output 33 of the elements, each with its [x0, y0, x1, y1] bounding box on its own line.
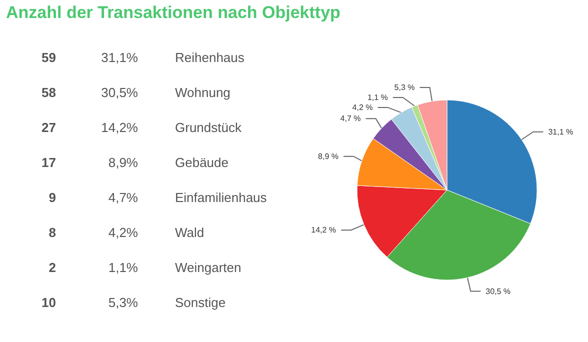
- text: Anzahl der Transaktionen nach Objekttyp: [6, 3, 340, 23]
- text: 14,2%: [100, 120, 138, 135]
- data-label: 4,2 %: [352, 102, 373, 112]
- text: Wald: [175, 225, 204, 240]
- text: 58: [40, 85, 56, 100]
- text: 1,1%: [107, 260, 138, 275]
- text: Grundstück: [175, 120, 242, 135]
- text: Gebäude: [175, 155, 228, 170]
- data-label: 8,9 %: [318, 152, 338, 161]
- text: 5,3%: [107, 295, 138, 310]
- data-label: 14,2 %: [311, 226, 336, 235]
- text: 30,5%: [100, 85, 138, 100]
- text: 4,2%: [107, 225, 138, 240]
- text: 59: [40, 50, 56, 65]
- text: 31,1%: [100, 50, 138, 65]
- text: 9: [48, 190, 56, 205]
- text: 8: [48, 225, 56, 240]
- text: Einfamilienhaus: [175, 190, 268, 205]
- data-label: 5,3 %: [394, 82, 415, 92]
- text: 2: [48, 260, 56, 275]
- data-label: 30,5 %: [486, 286, 511, 296]
- text: Wohnung: [175, 85, 232, 100]
- text: Reihenhaus: [175, 50, 246, 65]
- text: 10: [40, 295, 56, 310]
- text: 4,7%: [107, 190, 138, 205]
- data-label: 1,1 %: [367, 92, 388, 102]
- data-label: 31,1 %: [548, 127, 574, 136]
- text: 27: [40, 120, 56, 135]
- data-label: 4,7 %: [340, 114, 361, 124]
- text: Weingarten: [175, 260, 242, 275]
- text: 8,9%: [107, 155, 138, 170]
- text: Sonstige: [175, 295, 227, 310]
- text: 17: [40, 155, 56, 170]
